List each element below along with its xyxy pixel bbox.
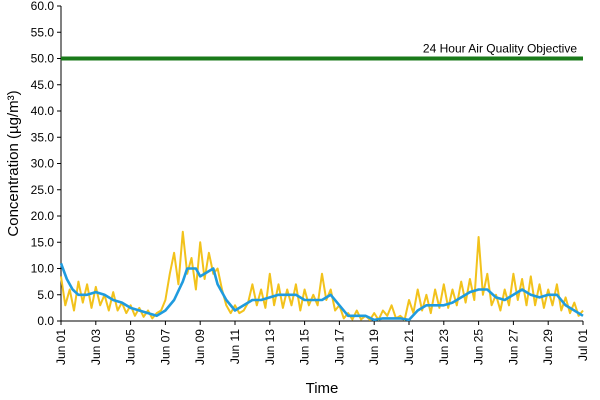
x-tick-label: Jun 17 <box>332 329 346 365</box>
y-tick-label: 40.0 <box>31 104 55 118</box>
y-tick-label: 30.0 <box>31 157 55 171</box>
series-line-2 <box>59 262 584 322</box>
series-line-1 <box>60 230 584 321</box>
x-tick-label: Jun 11 <box>228 329 242 364</box>
x-tick-label: Jun 09 <box>193 329 207 365</box>
x-tick-label: Jun 19 <box>367 329 381 365</box>
x-tick-label: Jul 01 <box>576 329 590 361</box>
series-layer <box>59 230 584 322</box>
y-tick-label: 50.0 <box>31 52 55 66</box>
objective-label: 24 Hour Air Quality Objective <box>423 42 577 56</box>
y-tick-label: 5.0 <box>37 288 54 302</box>
x-tick-label: Jun 15 <box>298 329 312 365</box>
y-tick-label: 10.0 <box>31 262 55 276</box>
y-tick-label: 55.0 <box>31 25 55 39</box>
x-axis-title: Time <box>306 380 339 397</box>
x-tick-label: Jun 23 <box>437 329 451 365</box>
y-tick-label: 15.0 <box>31 235 55 249</box>
x-tick-label: Jun 03 <box>89 329 103 365</box>
x-tick-label: Jun 05 <box>124 329 138 365</box>
x-tick-label: Jun 25 <box>472 329 486 365</box>
y-tick-label: 20.0 <box>31 209 55 223</box>
x-tick-label: Jun 27 <box>506 329 520 365</box>
x-tick-label: Jun 01 <box>54 329 68 365</box>
x-tick-label: Jun 13 <box>263 329 277 365</box>
x-tick-label: Jun 29 <box>541 329 555 365</box>
y-axis-ticks: 0.0 5.0 10.0 15.0 20.0 25.0 30.0 35.0 40.0 45.0 50… <box>31 0 61 328</box>
y-tick-label: 60.0 <box>31 0 55 13</box>
x-tick-label: Jun 21 <box>402 329 416 365</box>
y-tick-label: 35.0 <box>31 130 55 144</box>
y-tick-label: 0.0 <box>37 314 54 328</box>
y-axis-title: Concentration (µg/m³) <box>5 90 22 236</box>
y-tick-label: 45.0 <box>31 78 55 92</box>
x-tick-label: Jun 07 <box>158 329 172 365</box>
x-axis-ticks: Jun 01 Jun 03 Jun 05 Jun 07 Jun 09 Jun 11 Jun … <box>54 321 590 365</box>
y-tick-label: 25.0 <box>31 183 55 197</box>
